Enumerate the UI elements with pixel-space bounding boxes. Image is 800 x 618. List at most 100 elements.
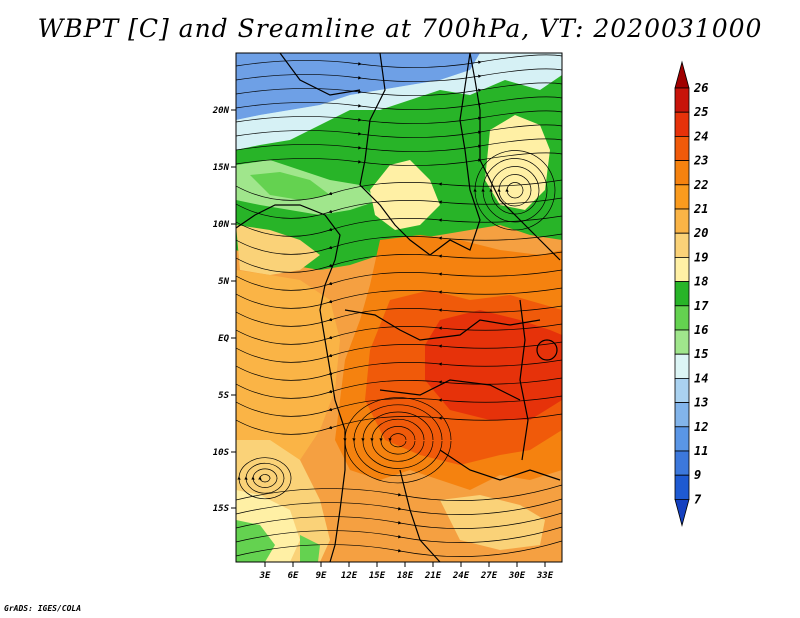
lat-label: 10S (213, 448, 230, 458)
streamline (236, 540, 562, 557)
streamline (497, 174, 532, 207)
streamline (236, 305, 562, 327)
streamline (343, 397, 452, 484)
streamline (236, 526, 562, 543)
streamline (352, 404, 443, 477)
streamline (236, 138, 562, 152)
streamline (236, 152, 562, 166)
colorbar-label: 7 (694, 492, 702, 506)
colorbar-label: 21 (693, 202, 708, 216)
lon-label: 9E (316, 571, 327, 581)
colorbar-swatch (674, 208, 690, 234)
colorbar-label: 12 (694, 420, 708, 434)
streamline (236, 179, 562, 201)
map-panel (236, 53, 562, 562)
streamline (236, 377, 562, 399)
colorbar-label: 17 (694, 299, 709, 313)
streamline (251, 468, 278, 488)
streamline (236, 498, 562, 515)
lon-label: 6E (288, 571, 299, 581)
lon-label: 15E (369, 571, 386, 581)
streamline (236, 215, 562, 237)
streamline (370, 418, 425, 462)
streamline (236, 68, 562, 82)
colorbar-label: 23 (693, 154, 708, 168)
lat-label: 5N (218, 277, 229, 287)
colorbar-swatch (674, 474, 690, 500)
streamline (236, 287, 562, 309)
lat-label: 5S (218, 391, 229, 401)
colorbar-swatch (674, 329, 690, 355)
streamline (489, 166, 540, 215)
colorbar-label: 18 (694, 275, 708, 289)
colorbar-label: 19 (694, 250, 708, 264)
colorbar-swatch (674, 450, 690, 476)
colorbar-top-arrow (674, 60, 690, 89)
colorbar-swatch (674, 111, 690, 137)
colorbar-swatch (674, 305, 690, 331)
colorbar-label: 25 (693, 105, 708, 119)
streamline (481, 158, 548, 223)
colorbar-label: 14 (694, 371, 708, 385)
colorbar-label: 13 (694, 396, 708, 410)
lon-label: 27E (480, 571, 498, 581)
colorbar-label: 15 (694, 347, 708, 361)
lat-label: 20N (212, 106, 230, 116)
streamline (236, 197, 562, 219)
lon-label: 18E (397, 571, 414, 581)
colorbar-label: 9 (694, 468, 701, 482)
colorbar-swatch (674, 87, 690, 113)
streamline (236, 484, 562, 501)
streamline (236, 54, 562, 68)
lon-label: 12E (341, 571, 358, 581)
colorbar-swatch (674, 402, 690, 428)
colorbar-label: 16 (694, 323, 708, 337)
streamline (244, 462, 285, 494)
colorbar-label: 11 (694, 444, 708, 458)
colorbar-swatch (674, 232, 690, 258)
streamline (258, 474, 271, 483)
colorbar-swatch (674, 160, 690, 186)
colorbar-swatch (674, 281, 690, 307)
colorbar-bottom-arrow (674, 499, 690, 527)
lon-label: 21E (424, 571, 442, 581)
streamline (236, 233, 562, 255)
streamline (236, 251, 562, 273)
colorbar-swatch (674, 377, 690, 403)
streamlines-700hpa (236, 54, 562, 557)
streamline (379, 426, 416, 455)
streamline (236, 359, 562, 381)
streamline (236, 512, 562, 529)
streamline (236, 413, 562, 435)
lat-label: 10N (213, 220, 230, 230)
streamline (236, 395, 562, 417)
colorbar-swatch (674, 256, 690, 282)
lon-label: 3E (259, 571, 271, 581)
streamline (473, 150, 556, 231)
colorbar-swatch (674, 184, 690, 210)
colorbar-label: 20 (693, 226, 708, 240)
lat-label: 15N (213, 163, 230, 173)
lat-label: 15S (213, 504, 230, 514)
streamline (236, 82, 562, 96)
colorbar-label: 22 (693, 178, 708, 192)
lat-label: EQ (218, 334, 229, 344)
streamline (361, 411, 434, 469)
lon-label: 24E (452, 571, 470, 581)
wbpt-colorbar: 26 25 24 23 22 21 20 19 18 17 16 15 14 13 12 11 9 7 (674, 60, 709, 527)
colorbar-swatch (674, 426, 690, 452)
lon-label: 33E (536, 571, 554, 581)
streamline (236, 96, 562, 110)
latitude-axis: 20N 15N 10N 5N EQ 5S 10S 15S (212, 106, 236, 514)
lon-label: 30E (508, 571, 526, 581)
map-frame (235, 52, 563, 563)
streamline (236, 124, 562, 138)
colorbar-swatch (674, 353, 690, 379)
colorbar-label: 26 (693, 81, 708, 95)
map-title: WBPT [C] and Sreamline at 700hPa, VT: 20… (37, 14, 763, 43)
streamline (237, 457, 292, 500)
lake-victoria-outline (536, 339, 558, 361)
streamline (388, 433, 407, 448)
grads-credit: GrADS: IGES/COLA (4, 604, 82, 613)
